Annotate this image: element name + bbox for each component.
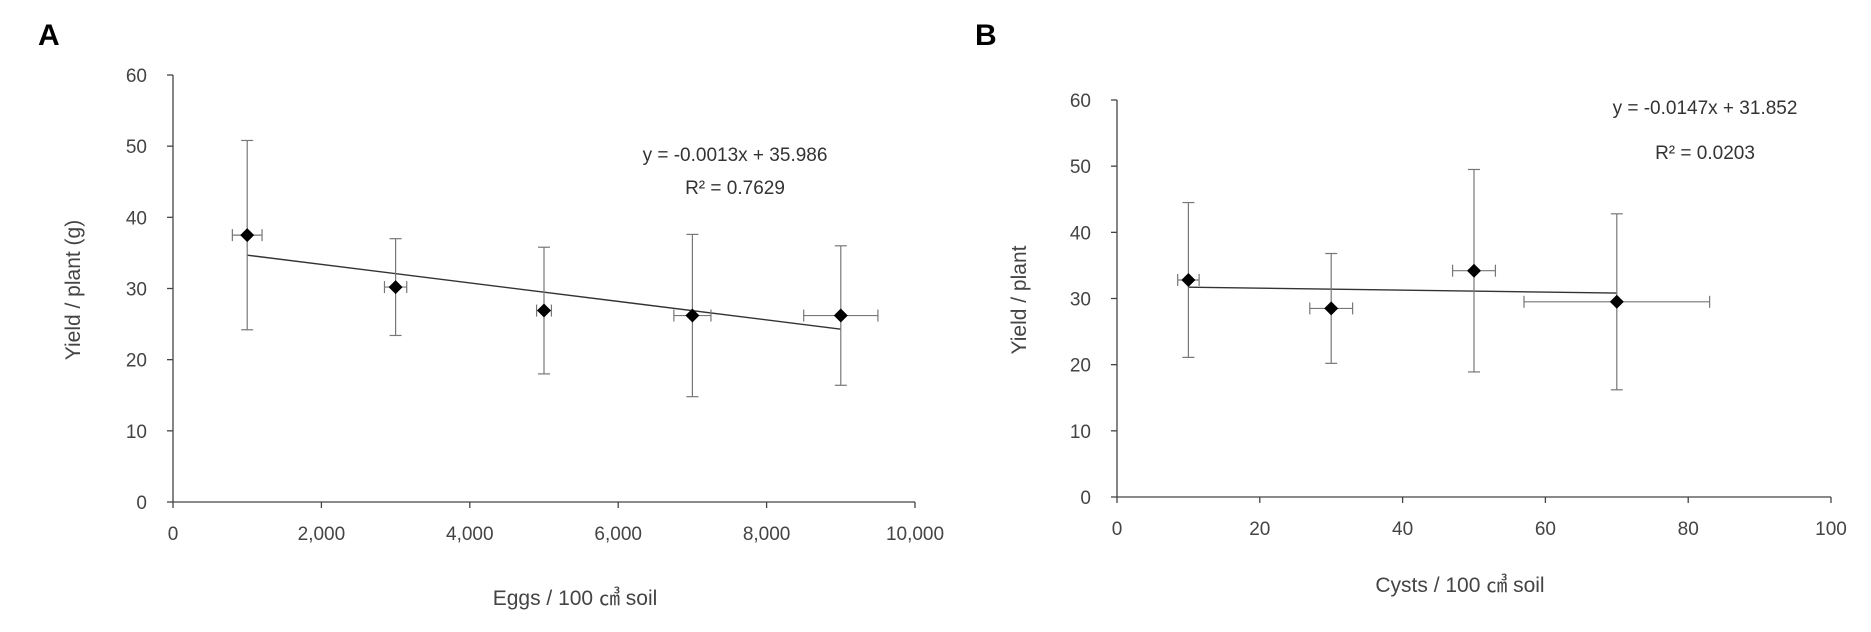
panel-a-y-tick-label: 10 bbox=[126, 422, 147, 443]
panel-a-y-tick-label: 30 bbox=[126, 280, 147, 301]
panel-a-x-axis-title: Eggs / 100 ㎤ soil bbox=[493, 586, 658, 610]
panel-a-letter: A bbox=[38, 19, 60, 52]
panel-a-x-tick-label: 4,000 bbox=[446, 524, 494, 545]
panel-a-y-tick-label: 20 bbox=[126, 351, 147, 372]
panel-b-x-tick-label: 0 bbox=[1112, 519, 1123, 540]
panel-b-trendline bbox=[1188, 286, 1617, 294]
panel-b-y-tick-label: 30 bbox=[1070, 290, 1091, 311]
panel-a-equation: y = -0.0013x + 35.986 bbox=[643, 145, 828, 166]
panel-b-x-tick-label: 80 bbox=[1678, 519, 1699, 540]
panel-b-equation: y = -0.0147x + 31.852 bbox=[1613, 98, 1798, 119]
panel-a-x-tick-label: 0 bbox=[168, 524, 179, 545]
panel-b-data-point bbox=[1609, 294, 1624, 309]
panel-a-y-tick-label: 40 bbox=[126, 208, 147, 229]
panel-b-data-point bbox=[1324, 301, 1339, 316]
panel-a-x-tick-label: 6,000 bbox=[594, 524, 642, 545]
panel-a-marks: 0 10 20 30 40 50 60 0 2,000 4,000 6,000 8,000 10,000 bbox=[126, 66, 944, 545]
panel-a-data-point bbox=[388, 280, 403, 295]
panel-a-data-point bbox=[240, 228, 255, 243]
panel-b-y-tick-label: 60 bbox=[1070, 91, 1091, 112]
panel-b: B 0 10 20 30 40 50 60 0 20 40 60 80 100 y = -0.0147x… bbox=[975, 19, 1847, 597]
panel-a-data-point bbox=[833, 308, 848, 323]
panel-a-r-squared: R² = 0.7629 bbox=[685, 178, 785, 199]
panel-a-data-point bbox=[685, 308, 700, 323]
panel-a: A 0 10 20 30 40 50 60 0 2,000 4,000 6,000 8,000 10,0… bbox=[38, 19, 944, 610]
panel-b-x-tick-label: 60 bbox=[1535, 519, 1556, 540]
panel-b-data-point bbox=[1181, 272, 1196, 287]
panel-b-y-tick-label: 10 bbox=[1070, 422, 1091, 443]
panel-b-letter: B bbox=[975, 19, 997, 52]
panel-b-y-axis-title: Yield / plant bbox=[1008, 245, 1031, 354]
panel-b-x-axis-title: Cysts / 100 ㎤ soil bbox=[1375, 573, 1544, 597]
panel-b-y-tick-label: 40 bbox=[1070, 223, 1091, 244]
panel-a-data-point bbox=[537, 303, 551, 318]
panel-b-y-tick-label: 0 bbox=[1080, 488, 1091, 509]
panel-a-x-tick-label: 2,000 bbox=[298, 524, 346, 545]
panel-b-marks: 0 10 20 30 40 50 60 0 20 40 60 80 100 bbox=[1070, 91, 1847, 540]
panel-b-x-tick-label: 100 bbox=[1815, 519, 1847, 540]
panel-b-y-tick-label: 50 bbox=[1070, 157, 1091, 178]
panel-b-r-squared: R² = 0.0203 bbox=[1655, 143, 1755, 164]
panel-b-x-tick-label: 20 bbox=[1249, 519, 1270, 540]
panel-a-y-tick-label: 50 bbox=[126, 137, 147, 158]
panel-b-x-tick-label: 40 bbox=[1392, 519, 1413, 540]
panel-a-y-axis-title: Yield / plant (g) bbox=[62, 220, 85, 360]
panel-b-data-point bbox=[1467, 263, 1481, 278]
panel-a-y-tick-label: 0 bbox=[136, 493, 147, 514]
panel-a-x-tick-label: 8,000 bbox=[743, 524, 791, 545]
panel-a-y-tick-label: 60 bbox=[126, 66, 147, 87]
panel-a-x-tick-label: 10,000 bbox=[886, 524, 944, 545]
panel-b-y-tick-label: 20 bbox=[1070, 356, 1091, 377]
